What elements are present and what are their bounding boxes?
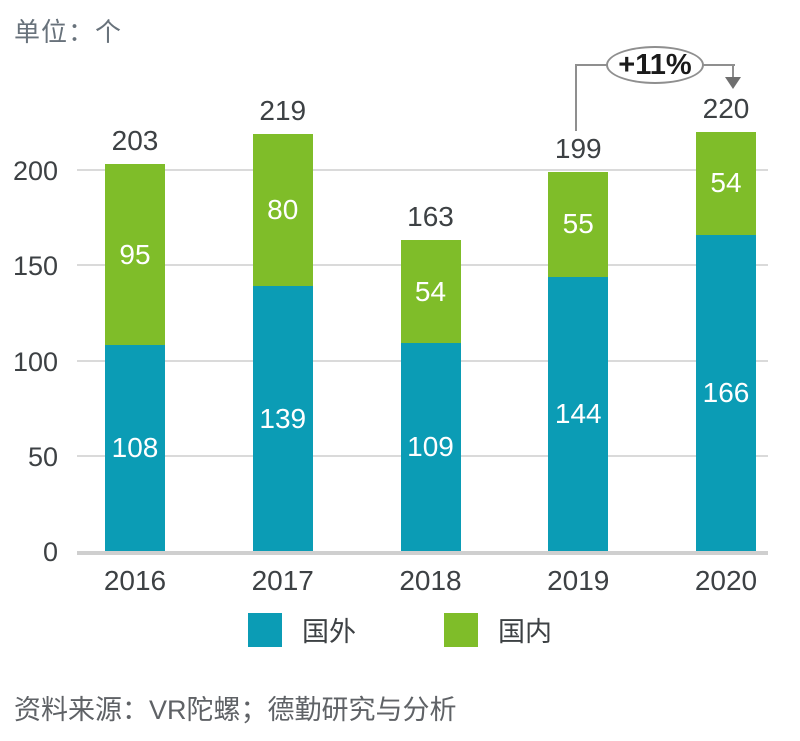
bar-total-label-2016: 203: [111, 125, 159, 157]
legend-item-domestic: 国内: [444, 610, 552, 649]
bar-2016-国内-segment: 95: [105, 164, 165, 346]
y-axis-label-50: 50: [27, 441, 58, 472]
legend-label-domestic: 国内: [498, 617, 552, 647]
bar-2016-国外-segment: 108: [105, 345, 165, 551]
y-axis-label-100: 100: [12, 346, 58, 377]
unit-label: 单位：个: [14, 17, 123, 47]
plot-area: 0 50 100 150 200 108 95 203 2016 139 80 219 2017 109 5…: [12, 92, 768, 596]
y-axis-label-200: 200: [12, 156, 58, 186]
growth-badge: +11%: [606, 46, 704, 84]
bar-2017-国内-segment: 80: [252, 133, 313, 287]
legend-swatch-domestic: [444, 612, 478, 647]
bar-value-label: 95: [119, 238, 151, 270]
bar-total-label-2020: 220: [702, 92, 750, 124]
legend-label-foreign: 国外: [302, 617, 356, 647]
bar-2018-国外-segment: 109: [400, 343, 461, 551]
bar-2020-国内-segment: 54: [696, 131, 756, 235]
legend: 国外 国内: [0, 610, 800, 649]
bar-value-label: 139: [259, 402, 307, 434]
arrow-down-icon: [725, 77, 741, 89]
y-axis-label-150: 150: [12, 251, 58, 282]
bar-value-label: 109: [407, 431, 454, 463]
legend-swatch-foreign: [248, 612, 282, 647]
y-axis-label-0: 0: [42, 537, 58, 567]
bar-2018-国内-segment: 54: [400, 240, 461, 344]
bar-value-label: 55: [562, 208, 594, 240]
bar-value-label: 80: [267, 193, 299, 225]
bar-2017-国外-segment: 139: [252, 286, 313, 551]
x-axis-label-2018: 2018: [399, 565, 462, 596]
x-axis-label-2019: 2019: [547, 565, 610, 596]
annotation-line-left: [575, 65, 577, 131]
bar-total-label-2019: 199: [554, 132, 602, 164]
bar-total-label-2018: 163: [407, 201, 454, 233]
x-axis-baseline: [77, 551, 768, 555]
bar-value-label: 54: [710, 167, 742, 199]
x-axis-label-2017: 2017: [251, 565, 314, 596]
bar-2019-国外-segment: 144: [548, 276, 609, 551]
bar-value-label: 54: [414, 275, 447, 307]
gridline-200: [77, 169, 768, 171]
bar-2020-国外-segment: 166: [696, 234, 756, 551]
bar-2019-国内-segment: 55: [548, 171, 609, 277]
bar-total-label-2017: 219: [259, 94, 307, 126]
bar-value-label: 144: [554, 397, 602, 429]
legend-item-foreign: 国外: [248, 610, 356, 649]
annotation-line-right: [732, 64, 734, 78]
growth-badge-label: +11%: [618, 48, 692, 81]
x-axis-label-2020: 2020: [694, 565, 758, 596]
bar-value-label: 166: [702, 376, 750, 408]
x-axis-label-2016: 2016: [103, 565, 167, 596]
source-text: 资料来源：VR陀螺；德勤研究与分析: [14, 695, 457, 725]
bar-value-label: 108: [111, 432, 159, 464]
